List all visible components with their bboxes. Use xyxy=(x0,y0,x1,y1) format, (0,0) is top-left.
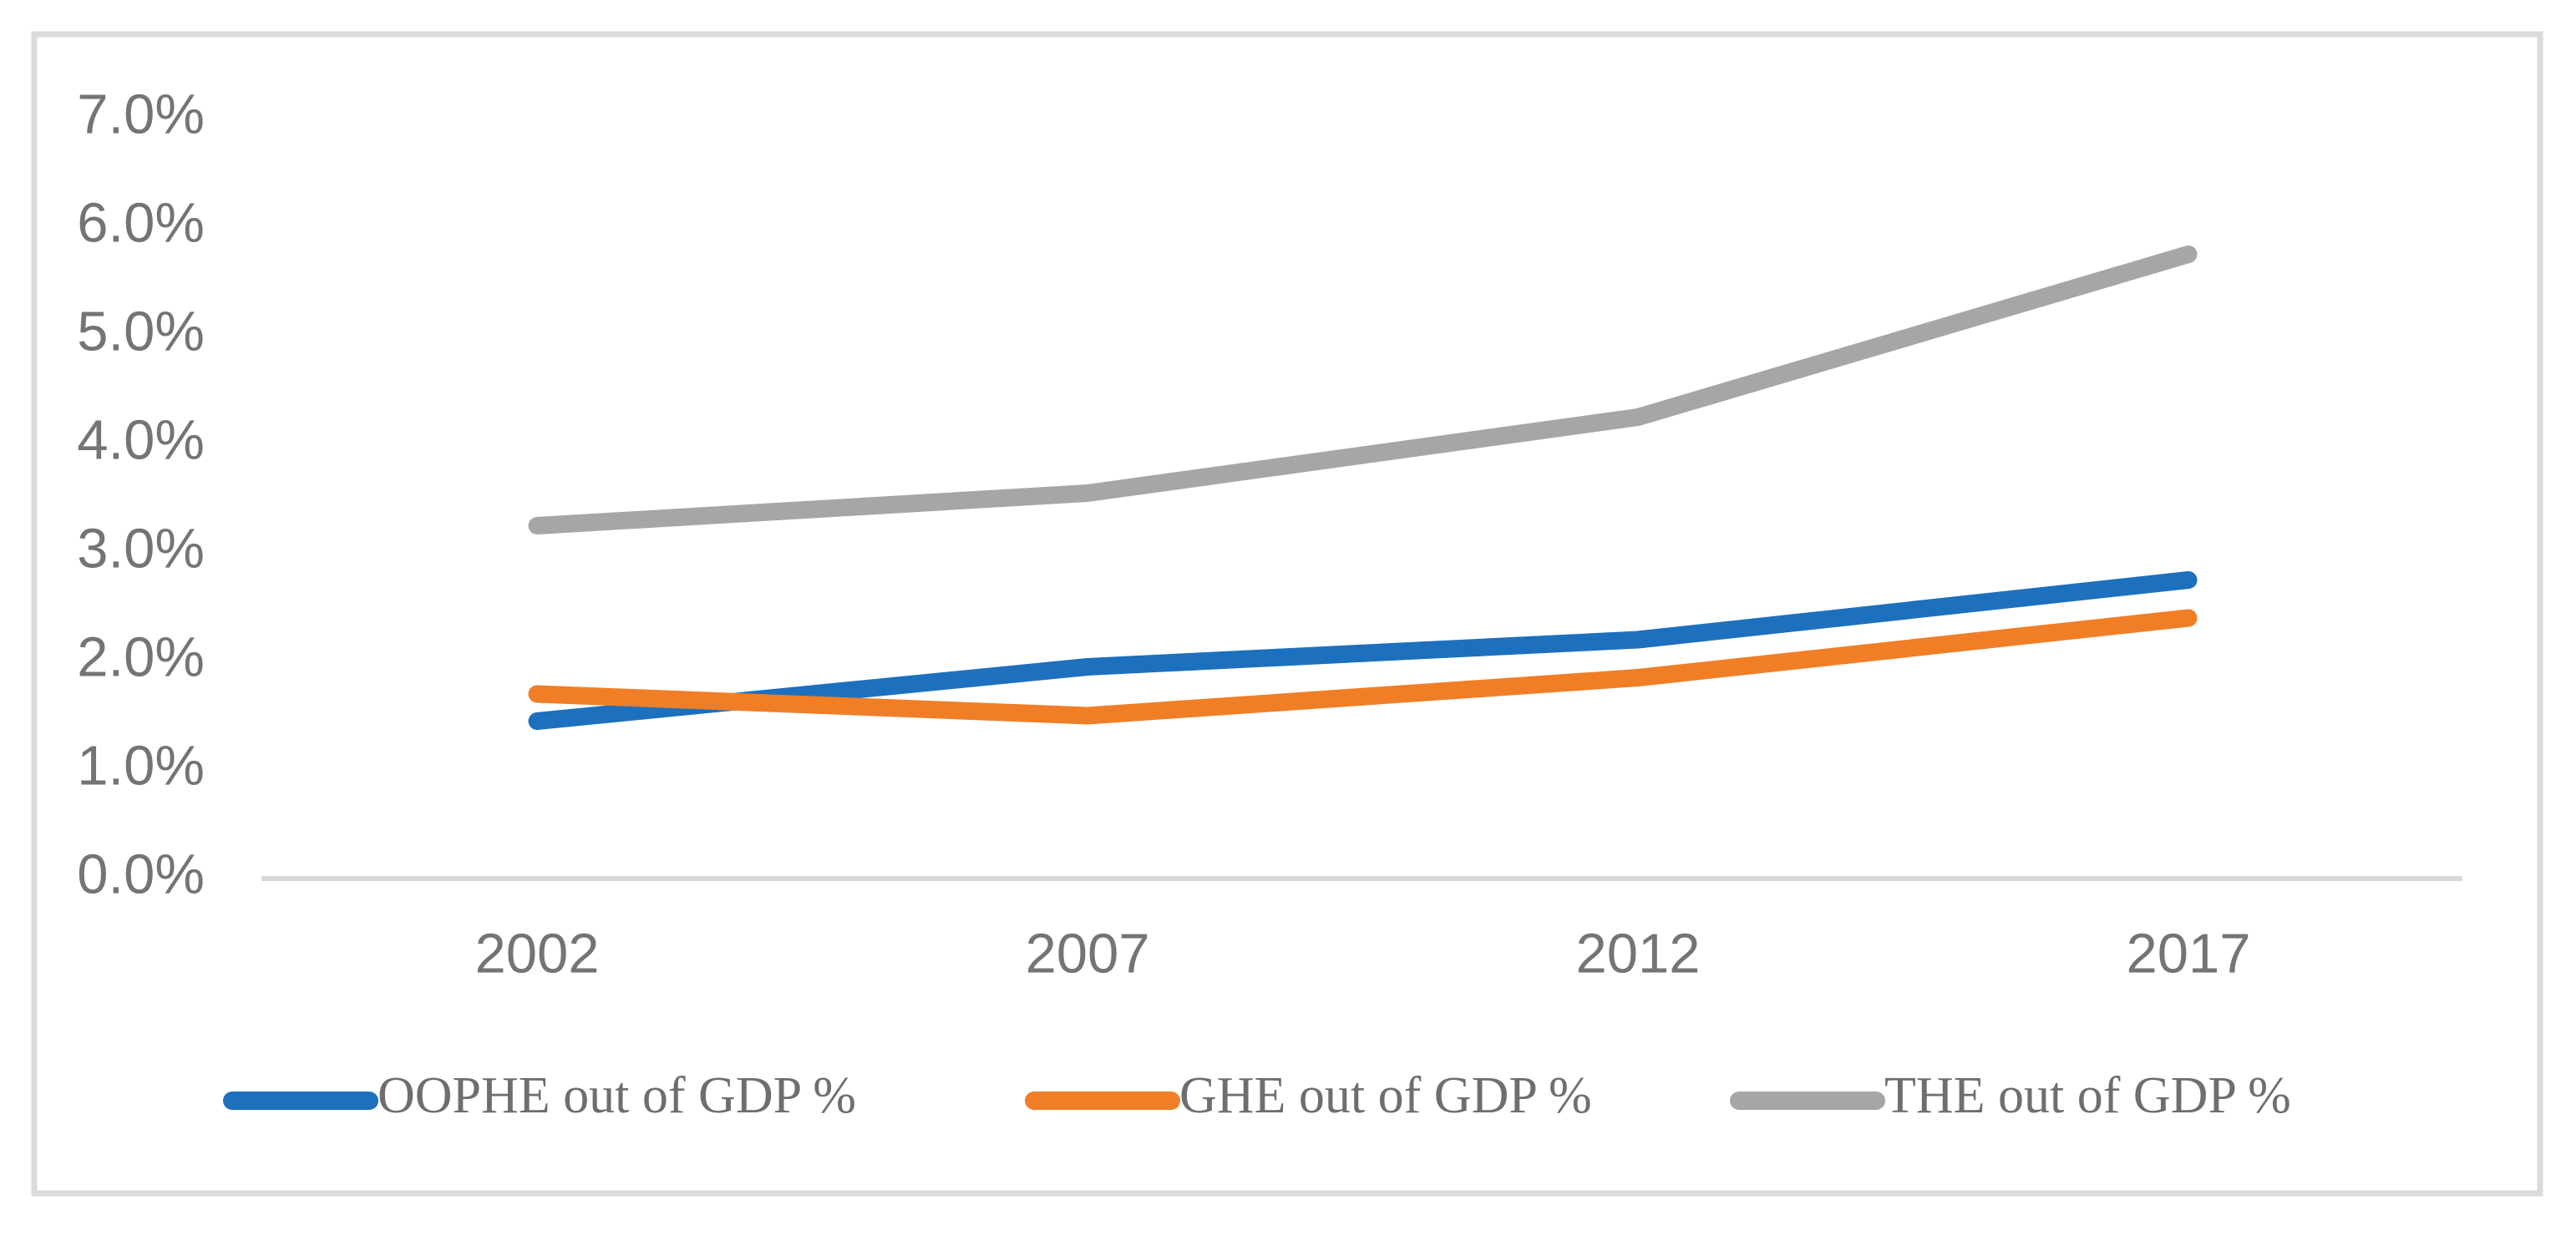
x-tick-label: 2002 xyxy=(474,923,599,985)
series-line-oophe xyxy=(528,571,2198,730)
legend: OOPHE out of GDP % GHE out of GDP % THE … xyxy=(223,1067,2291,1124)
legend-label-oophe: OOPHE out of GDP % xyxy=(378,1067,856,1124)
y-tick-label: 7.0% xyxy=(77,84,205,146)
y-tick-label: 4.0% xyxy=(77,409,205,472)
y-tick-label: 1.0% xyxy=(77,735,205,798)
y-tick-label: 0.0% xyxy=(77,843,205,906)
y-tick-label: 3.0% xyxy=(77,518,205,580)
x-tick-label: 2017 xyxy=(2126,923,2250,985)
legend-label-ghe: GHE out of GDP % xyxy=(1179,1067,1592,1124)
x-tick-label: 2007 xyxy=(1025,923,1149,985)
y-tick-label: 5.0% xyxy=(77,301,205,363)
plot-series xyxy=(528,246,2198,730)
x-tick-label: 2012 xyxy=(1575,923,1700,985)
chart-frame xyxy=(31,31,2543,1197)
series-line-the xyxy=(528,246,2198,534)
y-axis: 0.0% 1.0% 2.0% 3.0% 4.0% 5.0% 6.0% 7.0% xyxy=(77,84,205,906)
y-tick-label: 6.0% xyxy=(77,192,205,255)
legend-label-the: THE out of GDP % xyxy=(1884,1067,2291,1124)
series-line-ghe xyxy=(528,609,2198,725)
y-tick-label: 2.0% xyxy=(77,626,205,689)
x-axis: 2002 2007 2012 2017 xyxy=(474,923,2250,985)
